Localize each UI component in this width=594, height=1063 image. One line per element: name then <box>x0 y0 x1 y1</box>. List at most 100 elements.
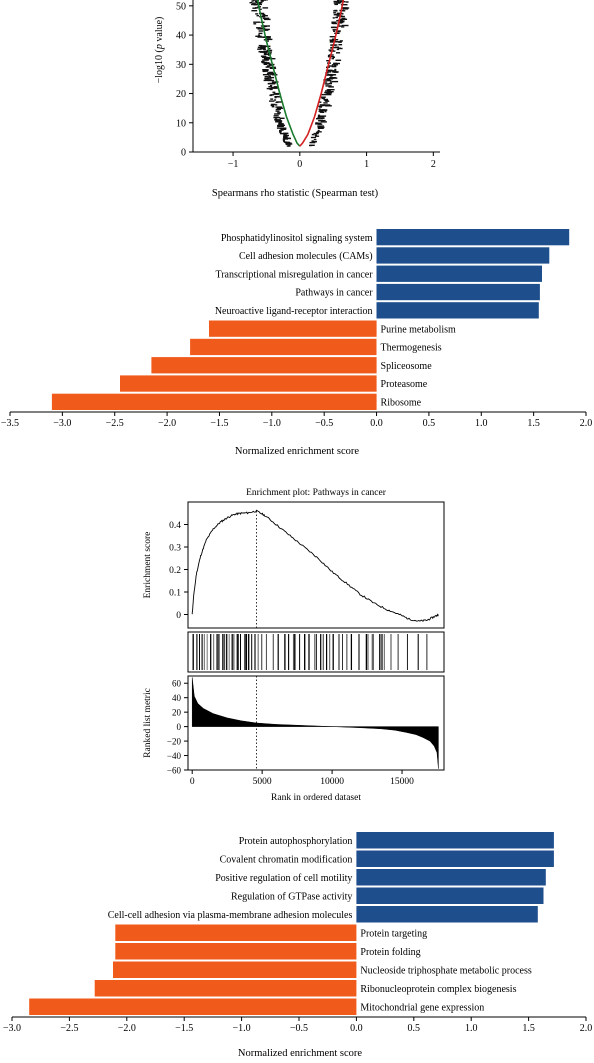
volcano-y-tick-label: 30 <box>176 60 186 71</box>
x-tick-label: 1.0 <box>475 418 488 429</box>
volcano-point <box>329 40 336 42</box>
volcano-point <box>319 111 324 113</box>
x-tick-label: 0.5 <box>408 1023 421 1034</box>
volcano-point <box>279 128 284 130</box>
volcano-point <box>323 79 330 81</box>
volcano-point <box>332 17 335 19</box>
volcano-point <box>255 35 262 37</box>
volcano-y-tick-label: 0 <box>181 148 186 159</box>
bar-category-label: Protein folding <box>360 947 420 958</box>
volcano-point <box>253 21 261 23</box>
volcano-point <box>263 62 269 65</box>
bar-category-label: Covalent chromatin modification <box>220 854 353 865</box>
volcano-point <box>263 50 268 52</box>
volcano-point <box>249 2 253 4</box>
bar-category-label: Protein autophosphorylation <box>239 836 353 847</box>
x-tick-label: −0.5 <box>315 418 333 429</box>
enrichment-score-axis-label: Enrichment score <box>143 532 153 599</box>
volcano-point <box>336 46 340 48</box>
volcano-point <box>252 2 256 4</box>
volcano-point <box>324 110 327 113</box>
volcano-points <box>249 0 350 147</box>
volcano-point <box>275 121 280 123</box>
volcano-point <box>311 141 317 143</box>
volcano-point <box>273 86 278 88</box>
volcano-point <box>324 83 328 85</box>
volcano-x-tick-label: 2 <box>431 159 436 170</box>
go-x-axis-label: Normalized enrichment score <box>238 1048 363 1059</box>
volcano-point <box>261 60 265 63</box>
bar-category-label: Protein targeting <box>360 928 427 939</box>
bar <box>51 393 377 410</box>
volcano-point <box>325 100 330 102</box>
volcano-point <box>283 141 287 143</box>
volcano-point <box>262 36 266 38</box>
volcano-point <box>269 100 275 102</box>
volcano-point <box>342 8 349 10</box>
bar-category-label: Phosphatidylinositol signaling system <box>221 233 373 244</box>
volcano-point <box>268 86 271 88</box>
bar-category-label: Regulation of GTPase activity <box>231 891 352 902</box>
volcano-point <box>263 58 270 60</box>
volcano-point <box>330 77 338 79</box>
volcano-point <box>263 79 269 82</box>
volcano-point <box>335 59 342 61</box>
volcano-point <box>276 101 282 103</box>
bar-category-label: Ribosome <box>381 398 422 409</box>
rank-y-tick-label: 60 <box>172 679 182 689</box>
volcano-point <box>280 129 284 131</box>
volcano-point <box>309 141 316 144</box>
volcano-point <box>261 0 268 1</box>
volcano-point <box>332 22 337 25</box>
bar-category-label: Positive regulation of cell motility <box>215 873 352 884</box>
volcano-point <box>263 18 271 21</box>
volcano-point <box>277 125 284 128</box>
ranked-metric-area <box>191 677 439 769</box>
volcano-point <box>279 117 285 119</box>
volcano-point <box>317 114 321 116</box>
volcano-y-axis-label: −log10 (p value) <box>154 17 165 84</box>
volcano-point <box>261 0 264 2</box>
volcano-point <box>274 118 278 120</box>
volcano-point <box>339 0 344 1</box>
enrichment-score-box <box>187 501 445 629</box>
volcano-point <box>261 56 268 58</box>
kegg-bar-panel: Phosphatidylinositol signaling system Cel… <box>1 229 592 429</box>
volcano-point <box>268 75 271 77</box>
volcano-point <box>266 87 273 90</box>
volcano-point <box>254 0 258 3</box>
bar-category-label: Mitochondrial gene expression <box>360 1002 484 1013</box>
volcano-point <box>283 134 289 137</box>
volcano-point <box>311 140 314 142</box>
volcano-point <box>257 28 265 30</box>
volcano-point <box>321 97 325 100</box>
bar-category-label: Transcriptional misregulation in cancer <box>215 269 373 280</box>
volcano-point <box>286 145 291 147</box>
volcano-point <box>260 12 265 15</box>
bar-category-label: Cell adhesion molecules (CAMs) <box>239 251 373 262</box>
volcano-point <box>263 39 266 41</box>
x-tick-label: −2.0 <box>118 1023 136 1034</box>
volcano-point <box>268 58 276 60</box>
volcano-point <box>252 7 257 9</box>
volcano-point <box>262 7 269 9</box>
volcano-point <box>266 65 271 67</box>
volcano-point <box>260 47 264 49</box>
volcano-x-tick-label: 0 <box>297 159 302 170</box>
running-enrichment-score-line <box>191 509 439 622</box>
volcano-point <box>333 12 336 14</box>
bar <box>356 832 554 849</box>
es-y-tick-label: 0 <box>176 611 181 621</box>
volcano-point <box>333 0 340 3</box>
volcano-point <box>326 71 332 73</box>
x-tick-label: −2.0 <box>158 418 176 429</box>
volcano-point <box>258 3 262 6</box>
volcano-point <box>328 89 335 91</box>
volcano-point <box>313 138 317 141</box>
volcano-point <box>266 38 273 41</box>
volcano-point <box>257 48 262 50</box>
enrichment-panel: Enrichment plot: Pathways in cancer 0 0.1… <box>143 488 445 803</box>
volcano-y-ticks: 0 10 20 30 40 50 <box>176 1 193 159</box>
volcano-point <box>259 48 266 50</box>
volcano-point <box>270 104 274 107</box>
